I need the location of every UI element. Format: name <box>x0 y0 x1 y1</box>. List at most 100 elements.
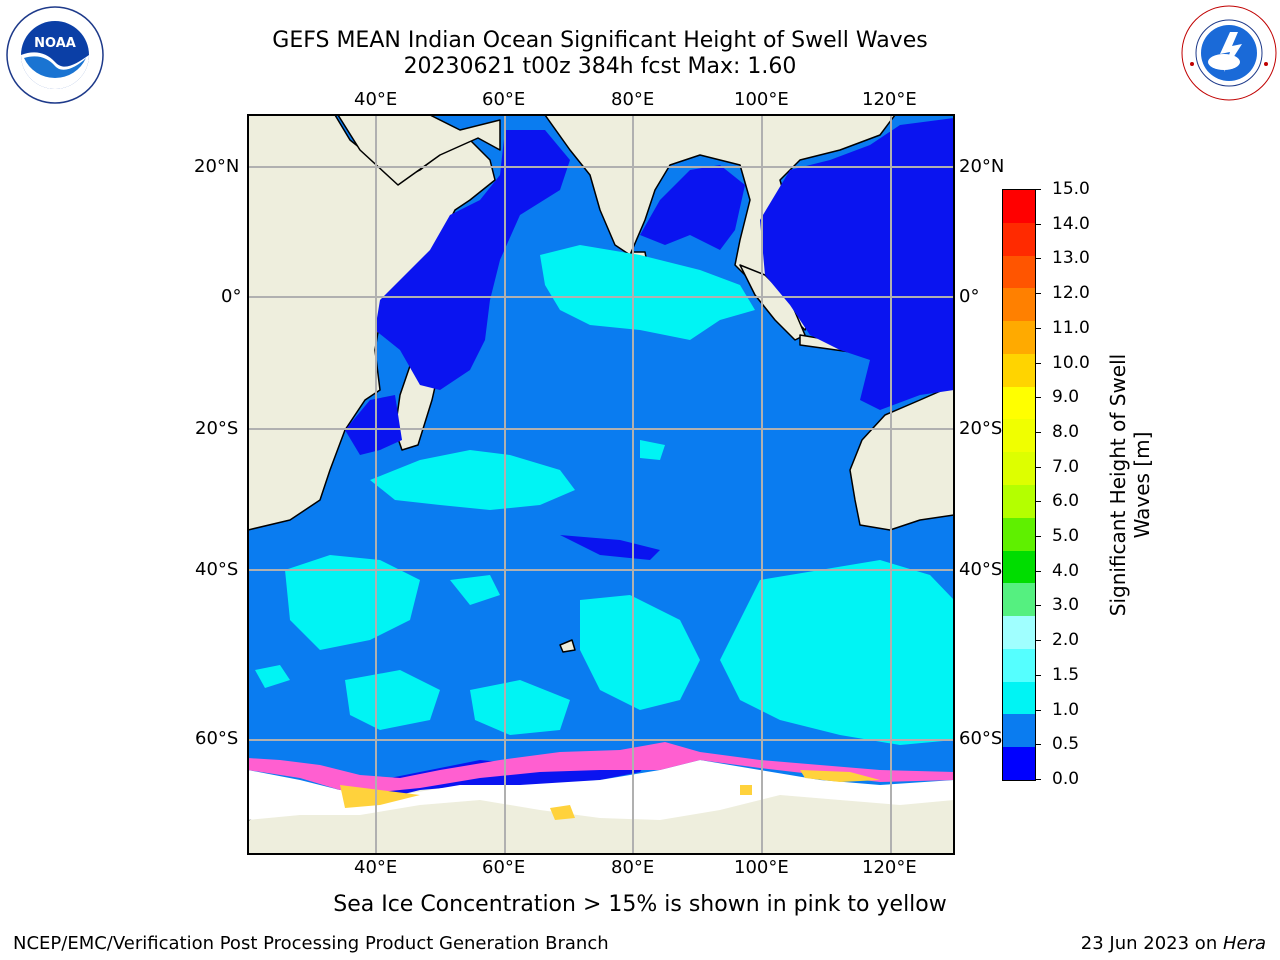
lat-label-right: 60°S <box>959 728 1003 749</box>
lon-label-top: 120°E <box>862 89 917 110</box>
noaa-logo-text: NOAA <box>34 36 76 51</box>
colorbar-tick-mark <box>1035 466 1041 468</box>
colorbar-tick-label: 12.0 <box>1052 283 1090 304</box>
kerguelen <box>559 639 576 653</box>
footer-date-text: 23 Jun 2023 on <box>1080 933 1223 954</box>
small-cyan-3 <box>640 440 665 460</box>
lon-label-top: 40°E <box>354 89 398 110</box>
colorbar-tick-label: 1.0 <box>1052 699 1080 720</box>
map-plot <box>247 114 955 855</box>
graticule <box>248 115 954 854</box>
map-area <box>248 115 954 854</box>
colorbar-segment <box>1003 386 1035 420</box>
colorbar-tick-label: 3.0 <box>1052 595 1080 616</box>
lat-label-left: 60°S <box>195 728 239 749</box>
colorbar-segment <box>1003 353 1035 388</box>
colorbar-tick-mark <box>1035 779 1041 780</box>
lon-label-top: 60°E <box>482 89 526 110</box>
chart-title: GEFS MEAN Indian Ocean Significant Heigh… <box>272 28 928 53</box>
lat-label-right: 0° <box>959 286 980 307</box>
colorbar-tick-mark <box>1035 327 1041 329</box>
colorbar-tick-mark <box>1035 189 1041 190</box>
colorbar-tick-mark <box>1035 605 1041 607</box>
southern-cyan-mid <box>470 680 570 735</box>
colorbar-tick-mark <box>1035 536 1041 538</box>
colorbar-tick-mark <box>1035 397 1041 399</box>
lat-label-right: 20°S <box>959 418 1003 439</box>
noaa-logo: NOAA <box>6 6 104 104</box>
colorbar-segment <box>1003 681 1035 715</box>
colorbar-segment <box>1003 583 1035 617</box>
colorbar-segment <box>1003 517 1035 552</box>
sea-ice-pink <box>248 742 954 792</box>
colorbar-segment <box>1003 190 1035 224</box>
colorbar-segment <box>1003 222 1035 257</box>
midlat-cyan-west <box>285 555 420 650</box>
colorbar-segment <box>1003 452 1035 486</box>
colorbar-label-line1: Significant Height of Swell <box>1106 353 1130 617</box>
lat-label-left: 40°S <box>195 559 239 580</box>
colorbar-tick-label: 7.0 <box>1052 456 1080 477</box>
subtropical-cyan <box>370 450 575 510</box>
sea-ice-note: Sea Ice Concentration > 15% is shown in … <box>333 892 947 917</box>
midlat-cyan-east <box>720 560 954 745</box>
map-frame <box>247 114 955 855</box>
australia <box>849 384 954 531</box>
colorbar-segment <box>1003 255 1035 289</box>
colorbar-tick-label: 10.0 <box>1052 352 1090 373</box>
colorbar-tick-label: 5.0 <box>1052 526 1080 547</box>
lon-label-bottom: 80°E <box>611 857 655 878</box>
higher-swell-regions <box>255 245 954 745</box>
small-cyan-2 <box>450 575 500 605</box>
footer-credit: NCEP/EMC/Verification Post Processing Pr… <box>13 933 609 954</box>
colorbar-tick-mark <box>1035 674 1041 676</box>
colorbar-tick-label: 9.0 <box>1052 387 1080 408</box>
sea-ice-yellow-3 <box>550 805 575 820</box>
bay-of-bengal-low <box>640 165 745 250</box>
colorbar-label-line2: Waves [m] <box>1130 431 1154 539</box>
equatorial-cyan <box>540 245 755 340</box>
indonesia-low <box>760 118 954 410</box>
colorbar-tick-label: 1.5 <box>1052 664 1080 685</box>
colorbar-tick-label: 6.0 <box>1052 491 1080 512</box>
lon-label-bottom: 120°E <box>862 857 917 878</box>
southern-dark <box>560 535 660 560</box>
lat-label-left: 20°N <box>194 156 240 177</box>
colorbar-segment <box>1003 485 1035 519</box>
sea-ice-yellow-2 <box>800 770 880 782</box>
footer-host: Hera <box>1222 933 1266 954</box>
colorbar-tick-label: 15.0 <box>1052 179 1090 199</box>
colorbar-tick-mark <box>1035 223 1041 225</box>
colorbar-tick-mark <box>1035 362 1041 364</box>
colorbar <box>1002 189 1036 781</box>
chart-subtitle: 20230621 t00z 384h fcst Max: 1.60 <box>403 54 797 79</box>
colorbar-tick-mark <box>1035 640 1041 642</box>
lat-label-left: 20°S <box>195 418 239 439</box>
sea-ice-yellow-4 <box>740 785 752 795</box>
colorbar-tick-label: 8.0 <box>1052 421 1080 442</box>
colorbar-segment <box>1003 550 1035 584</box>
sea-ice-white <box>248 760 954 820</box>
lat-label-right: 20°N <box>959 156 1005 177</box>
lon-label-top: 80°E <box>611 89 655 110</box>
lon-label-top: 100°E <box>734 89 789 110</box>
colorbar-segment <box>1003 648 1035 683</box>
colorbar-tick-mark <box>1035 258 1041 260</box>
colorbar-label: Significant Height of Swell Waves [m] <box>1106 325 1154 645</box>
colorbar-tick-label: 14.0 <box>1052 213 1090 234</box>
colorbar-segment <box>1003 747 1035 781</box>
colorbar-tick-mark <box>1035 570 1041 572</box>
colorbar-tick-mark <box>1035 744 1041 746</box>
sea-ice-yellow-1 <box>340 785 420 808</box>
colorbar-tick-label: 4.0 <box>1052 560 1080 581</box>
colorbar-segment <box>1003 321 1035 355</box>
colorbar-tick-label: 2.0 <box>1052 630 1080 651</box>
colorbar-segment <box>1003 714 1035 748</box>
southern-cyan-west <box>345 670 440 730</box>
colorbar-tick-mark <box>1035 501 1041 503</box>
arabian-sea-low <box>375 130 570 390</box>
lon-label-bottom: 100°E <box>734 857 789 878</box>
lat-label-right: 40°S <box>959 559 1003 580</box>
lon-label-bottom: 60°E <box>482 857 526 878</box>
sea-ice-region <box>248 742 954 820</box>
